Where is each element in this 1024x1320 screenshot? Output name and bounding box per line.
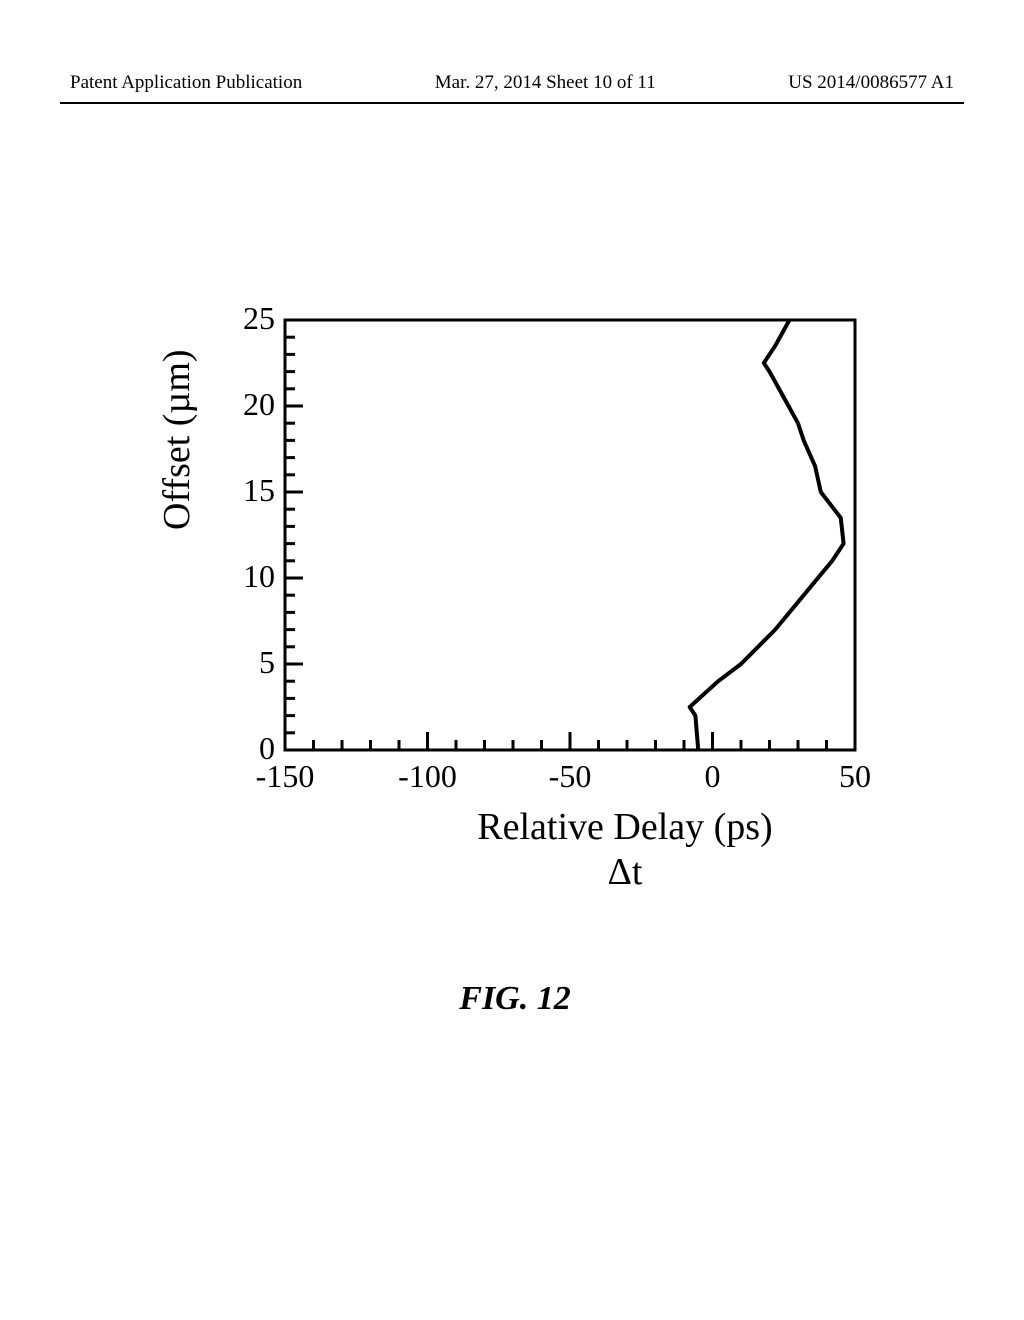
- header-rule: [60, 102, 964, 104]
- header-center: Mar. 27, 2014 Sheet 10 of 11: [435, 72, 656, 94]
- y-tick-label: 25: [225, 300, 275, 337]
- figure-caption: FIG. 12: [165, 980, 865, 1018]
- patent-header: Patent Application Publication Mar. 27, …: [0, 72, 1024, 94]
- y-tick-label: 0: [225, 730, 275, 767]
- page: Patent Application Publication Mar. 27, …: [0, 0, 1024, 1320]
- y-tick-label: 5: [225, 644, 275, 681]
- y-axis-label: Offset (µm): [155, 349, 199, 530]
- x-tick-label: -100: [396, 758, 460, 795]
- x-tick-label: 50: [823, 758, 887, 795]
- x-tick-label: -50: [538, 758, 602, 795]
- figure-12: Offset (µm) Relative Delay (ps) Δt -150-…: [165, 300, 865, 1000]
- x-axis-sublabel: Δt: [425, 850, 825, 894]
- x-axis-label: Relative Delay (ps): [425, 805, 825, 849]
- chart-svg: [165, 300, 865, 770]
- y-tick-label: 15: [225, 472, 275, 509]
- y-tick-label: 10: [225, 558, 275, 595]
- header-left: Patent Application Publication: [70, 72, 302, 94]
- x-tick-label: 0: [681, 758, 745, 795]
- header-right: US 2014/0086577 A1: [788, 72, 954, 94]
- y-tick-label: 20: [225, 386, 275, 423]
